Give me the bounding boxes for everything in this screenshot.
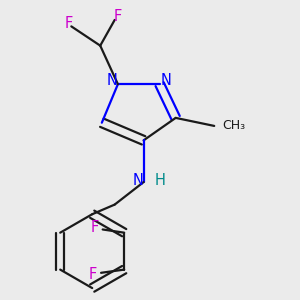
Text: F: F <box>90 220 98 236</box>
Text: N: N <box>160 73 172 88</box>
Text: N: N <box>133 173 144 188</box>
Text: F: F <box>114 9 122 24</box>
Text: N: N <box>107 73 118 88</box>
Text: H: H <box>155 173 166 188</box>
Text: F: F <box>64 16 73 31</box>
Text: F: F <box>88 267 97 282</box>
Text: CH₃: CH₃ <box>222 119 245 132</box>
